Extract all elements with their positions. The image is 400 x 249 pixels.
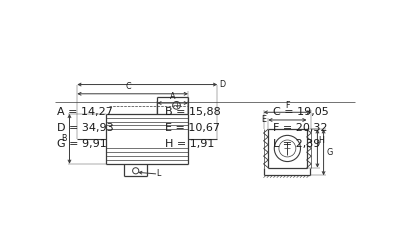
Text: D: D — [220, 80, 226, 89]
Text: L: L — [156, 169, 161, 178]
Text: L = 2,39: L = 2,39 — [273, 139, 320, 149]
Text: F = 20,32: F = 20,32 — [273, 123, 327, 133]
Text: E = 10,67: E = 10,67 — [165, 123, 220, 133]
Text: A: A — [170, 92, 176, 101]
Text: B: B — [61, 134, 66, 143]
Text: F: F — [285, 101, 290, 110]
Text: G = 9,91: G = 9,91 — [57, 139, 107, 149]
Text: G: G — [327, 148, 333, 157]
Text: E: E — [261, 116, 266, 124]
Text: D = 34,93: D = 34,93 — [57, 123, 114, 133]
Text: H: H — [318, 136, 324, 145]
Text: B = 15,88: B = 15,88 — [165, 107, 221, 117]
Text: H = 1,91: H = 1,91 — [165, 139, 214, 149]
Text: A = 14,27: A = 14,27 — [57, 107, 113, 117]
Text: C: C — [126, 82, 132, 91]
Text: C = 19,05: C = 19,05 — [273, 107, 328, 117]
